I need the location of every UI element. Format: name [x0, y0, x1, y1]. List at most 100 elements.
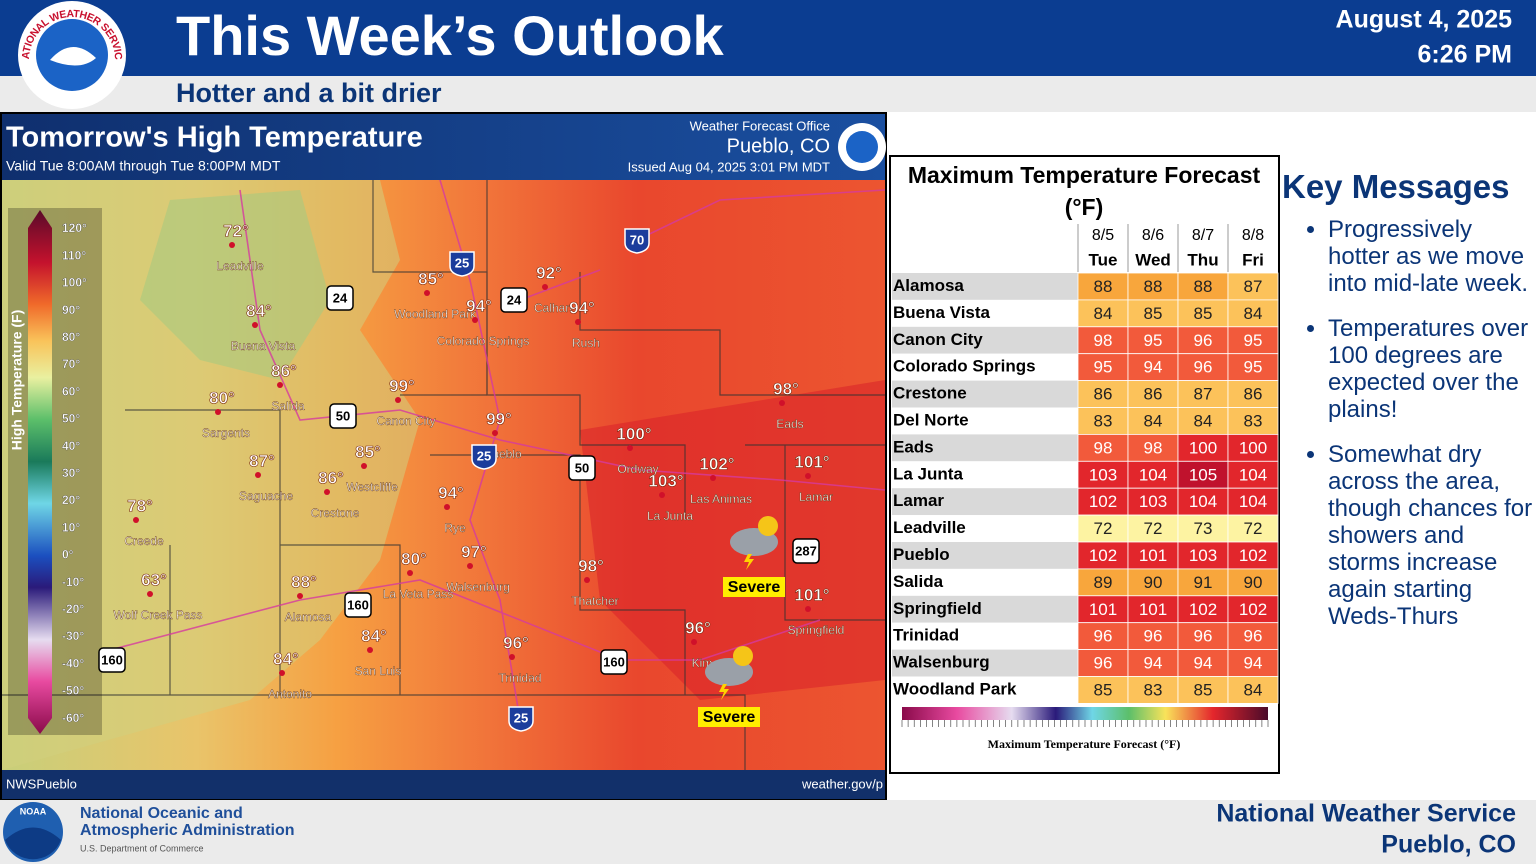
city-dot — [133, 517, 139, 523]
city-dot — [627, 445, 633, 451]
us-shield — [98, 647, 126, 673]
row-name-bg — [892, 488, 1078, 516]
city-name: Saguache — [239, 489, 293, 503]
city-name: Canon City — [376, 414, 435, 428]
legend-label: -10° — [62, 575, 84, 589]
legend-label: 10° — [62, 520, 80, 534]
map-office: Pueblo, CO — [727, 135, 830, 157]
cell-bg — [1177, 433, 1229, 462]
cell-value: 95 — [1244, 358, 1263, 377]
cell-value: 101 — [1089, 600, 1117, 619]
legend-title: High Temperature (F) — [9, 310, 25, 451]
cell-value: 96 — [1194, 331, 1213, 350]
row-name: Eads — [893, 437, 934, 456]
city-name: Eads — [776, 417, 803, 431]
city-name: San Luis — [355, 664, 402, 678]
row-name-bg — [892, 595, 1078, 623]
row-name: Crestone — [893, 384, 967, 403]
cell-value: 86 — [1094, 385, 1113, 404]
col-date: 8/8 — [1242, 227, 1264, 244]
cell-value: 96 — [1194, 627, 1213, 646]
city-temp: 103° — [648, 471, 683, 490]
city-dot — [492, 430, 498, 436]
key-message: Somewhat dry across the area, though cha… — [1328, 441, 1536, 630]
city-dot — [805, 473, 811, 479]
cell-value: 88 — [1094, 277, 1113, 296]
city-temp: 99° — [389, 376, 415, 395]
city-temp: 99° — [486, 409, 512, 428]
shield-number: 287 — [795, 543, 817, 558]
cell-value: 85 — [1144, 304, 1163, 323]
legend-bar — [28, 210, 52, 734]
city-dot — [229, 242, 235, 248]
row-name: Canon City — [893, 330, 983, 349]
cell-value: 94 — [1144, 654, 1163, 673]
city-temp: 94° — [438, 483, 464, 502]
highway — [239, 189, 886, 491]
cell-bg — [1077, 460, 1129, 489]
city-temp: 94° — [569, 298, 595, 317]
col-day: Wed — [1135, 250, 1171, 269]
row-name-bg — [892, 568, 1078, 596]
city-temp: 96° — [685, 618, 711, 637]
header-band — [0, 0, 1536, 76]
row-name: Walsenburg — [893, 653, 990, 672]
cell-bg — [1227, 272, 1279, 301]
cell-bg — [1127, 299, 1179, 328]
cell-bg — [1077, 568, 1129, 597]
legend-label: 110° — [62, 248, 86, 262]
city-temp: 86° — [318, 468, 344, 487]
cell-value: 88 — [1194, 277, 1213, 296]
cell-bg — [1127, 272, 1179, 301]
city-dot — [444, 504, 450, 510]
col-date: 8/6 — [1142, 227, 1164, 244]
map-nws-logo-inner — [846, 131, 878, 163]
severe-label-box — [723, 577, 785, 597]
row-name: Trinidad — [893, 626, 959, 645]
scale-title: Maximum Temperature Forecast (°F) — [988, 737, 1181, 751]
legend-label: 90° — [62, 303, 80, 317]
city-temp: 98° — [773, 379, 799, 398]
cell-value: 95 — [1244, 331, 1263, 350]
city-dot — [367, 647, 373, 653]
map-issued: Issued Aug 04, 2025 3:01 PM MDT — [628, 159, 830, 174]
cell-bg — [1177, 487, 1229, 516]
us-shield — [344, 592, 372, 618]
row-name: Colorado Springs — [893, 357, 1036, 376]
cell-value: 86 — [1144, 385, 1163, 404]
city-dot — [659, 492, 665, 498]
city-dot — [691, 639, 697, 645]
row-name-bg — [892, 622, 1078, 650]
row-name-bg — [892, 380, 1078, 408]
cell-bg — [1177, 622, 1229, 651]
city-name: Rye — [444, 521, 466, 535]
cell-value: 98 — [1094, 438, 1113, 457]
city-name: Antonito — [268, 687, 312, 701]
cell-value: 103 — [1189, 546, 1217, 565]
legend-label: 120° — [62, 221, 87, 235]
map-terrain — [2, 180, 420, 770]
city-temp: 87° — [249, 451, 275, 470]
county-line — [372, 180, 686, 520]
shield-number: 24 — [333, 290, 348, 305]
cell-bg — [1177, 460, 1229, 489]
cell-bg — [1127, 326, 1179, 355]
shield-number: 160 — [347, 597, 369, 612]
us-shield — [329, 403, 357, 429]
cell-bg — [1077, 299, 1129, 328]
city-name: Salida — [271, 399, 305, 413]
city-temp: 85° — [355, 442, 381, 461]
city-dot — [805, 606, 811, 612]
city-name: Lamar — [799, 490, 833, 504]
legend-label: 60° — [62, 384, 80, 398]
city-name: Buena Vista — [231, 339, 296, 353]
shield-number: 50 — [575, 460, 589, 475]
cell-value: 102 — [1239, 546, 1267, 565]
city-temp: 84° — [361, 626, 387, 645]
row-name-bg — [892, 676, 1078, 704]
key-messages-list: Progressively hotter as we move into mid… — [1282, 216, 1536, 630]
map-labels: 120° 110° 100° 90° 80° 70° 60° 50° 40° 30° 20° 10° 0… — [62, 221, 845, 732]
city-temp: 88° — [291, 572, 317, 591]
legend-label: 100° — [62, 276, 87, 290]
